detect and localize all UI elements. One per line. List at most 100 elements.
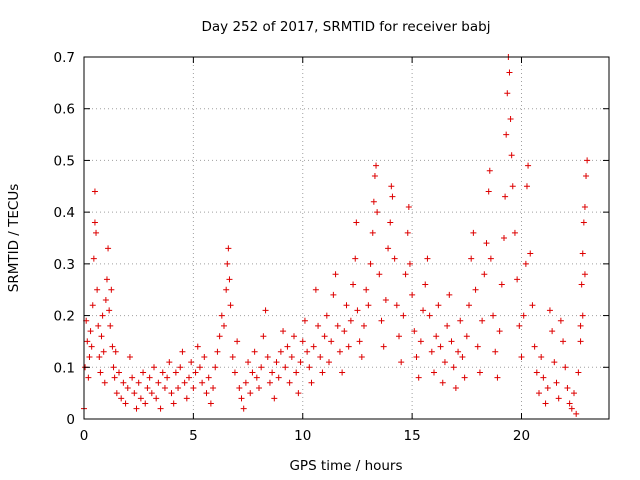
data-point xyxy=(578,281,585,288)
data-point xyxy=(126,353,133,360)
data-point xyxy=(568,405,575,412)
data-point xyxy=(402,271,409,278)
data-point xyxy=(273,359,280,366)
data-point xyxy=(238,395,245,402)
data-point xyxy=(306,364,313,371)
data-point xyxy=(106,307,113,314)
data-point xyxy=(503,131,510,138)
data-point xyxy=(319,369,326,376)
grid-lines xyxy=(84,57,609,419)
data-point xyxy=(210,384,217,391)
x-tick-label: 10 xyxy=(294,428,311,444)
data-point xyxy=(146,374,153,381)
data-point xyxy=(151,364,157,371)
axis-ticks: 0 0.1 0.2 0.3 0.4 0.5 0.6 0.7 0 5 10 15 20 xyxy=(54,50,609,444)
data-point xyxy=(472,286,479,293)
data-point xyxy=(476,369,483,376)
data-point xyxy=(96,353,103,360)
data-point xyxy=(352,255,359,262)
data-point xyxy=(508,152,515,159)
data-point xyxy=(490,312,497,319)
data-point xyxy=(466,302,472,309)
data-point xyxy=(98,333,105,340)
data-point xyxy=(308,379,315,386)
data-point xyxy=(253,374,260,381)
data-point xyxy=(108,286,115,293)
data-point xyxy=(199,379,206,386)
y-tick-label: 0.6 xyxy=(54,102,75,118)
data-point xyxy=(450,364,457,371)
data-point xyxy=(573,410,580,417)
data-point xyxy=(231,369,238,376)
data-point xyxy=(118,395,125,402)
data-point xyxy=(97,369,104,376)
data-point xyxy=(457,317,464,324)
data-point xyxy=(116,369,122,376)
data-point xyxy=(339,369,346,376)
data-point xyxy=(345,343,352,350)
data-point xyxy=(269,369,276,376)
data-point xyxy=(520,312,527,319)
data-point xyxy=(89,302,96,309)
data-point xyxy=(391,255,398,262)
data-point xyxy=(133,405,140,412)
data-point xyxy=(529,302,536,309)
data-point xyxy=(546,307,553,314)
data-point xyxy=(393,302,400,309)
x-tick-label: 20 xyxy=(513,428,530,444)
data-point xyxy=(441,359,448,366)
data-point xyxy=(504,90,511,97)
data-point xyxy=(161,384,168,391)
data-point xyxy=(221,322,227,329)
data-point xyxy=(284,343,291,350)
data-point xyxy=(413,353,420,360)
data-point xyxy=(103,276,110,283)
data-point xyxy=(247,390,254,397)
data-point xyxy=(85,374,92,381)
data-point xyxy=(120,379,127,386)
data-point xyxy=(177,364,184,371)
data-point xyxy=(84,338,91,345)
data-point xyxy=(483,240,490,247)
data-point xyxy=(203,390,210,397)
data-point xyxy=(518,353,525,360)
data-point xyxy=(514,276,521,283)
data-point xyxy=(129,374,136,381)
data-point xyxy=(112,348,119,355)
data-point xyxy=(110,364,117,371)
data-point xyxy=(400,312,407,319)
data-point xyxy=(506,69,513,76)
data-point xyxy=(583,172,590,179)
data-point xyxy=(479,317,486,324)
data-point xyxy=(553,379,560,386)
data-point xyxy=(166,359,173,366)
data-point xyxy=(584,157,591,164)
data-point xyxy=(122,400,129,407)
data-point xyxy=(538,353,545,360)
data-point xyxy=(153,395,160,402)
data-point xyxy=(99,312,106,319)
data-point xyxy=(496,328,503,335)
data-point xyxy=(293,369,300,376)
data-point xyxy=(144,384,151,391)
data-point xyxy=(347,317,354,324)
data-point xyxy=(579,312,586,319)
data-point xyxy=(304,348,311,355)
data-point xyxy=(334,322,341,329)
y-tick-label: 0.5 xyxy=(54,153,75,169)
data-point xyxy=(157,405,164,412)
data-point xyxy=(439,379,446,386)
data-point xyxy=(188,359,195,366)
data-point xyxy=(236,384,243,391)
data-point xyxy=(581,271,588,278)
data-point xyxy=(579,250,586,257)
data-point xyxy=(295,390,302,397)
data-point xyxy=(502,193,509,200)
data-point xyxy=(422,281,429,288)
data-point xyxy=(557,317,564,324)
chart-title: Day 252 of 2017, SRMTID for receiver bab… xyxy=(202,19,491,35)
data-point xyxy=(350,281,357,288)
data-point xyxy=(256,384,262,391)
x-axis-label: GPS time / hours xyxy=(289,458,402,474)
data-point xyxy=(380,343,387,350)
